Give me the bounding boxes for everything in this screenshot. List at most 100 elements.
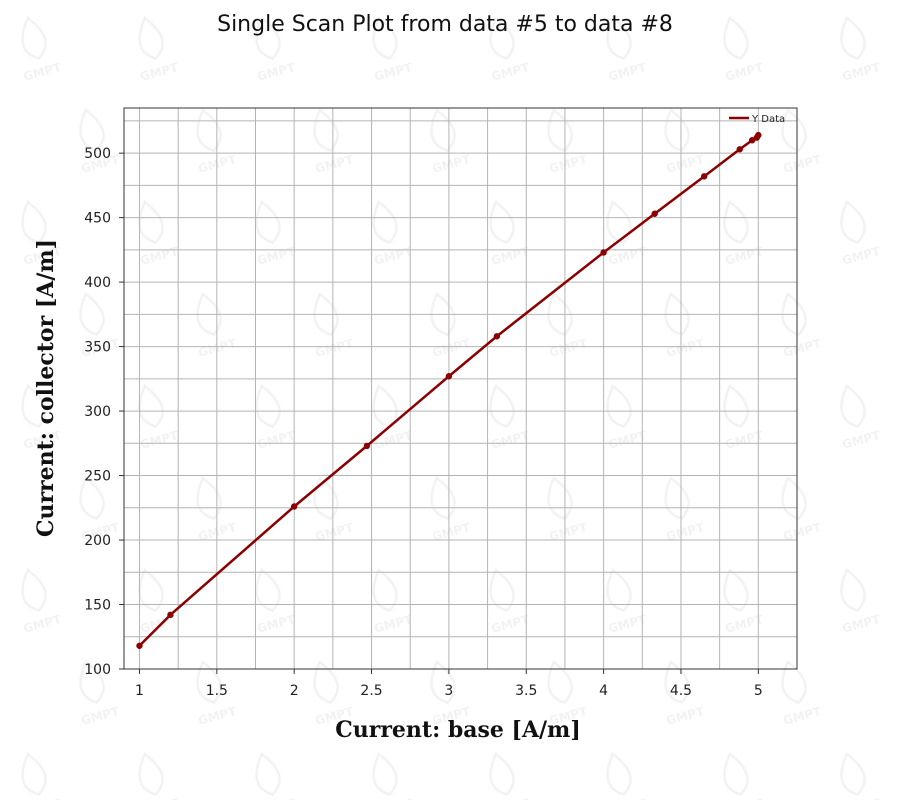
watermark: GMPT [664, 107, 707, 176]
watermark-text: GMPT [139, 796, 181, 800]
watermark: GMPT [430, 291, 473, 360]
watermark: GMPT [372, 567, 415, 636]
watermark-logo [313, 291, 339, 336]
watermark-text: GMPT [607, 796, 649, 800]
watermark-logo [21, 383, 47, 428]
watermark-logo [840, 15, 866, 60]
watermark-text: GMPT [314, 336, 356, 360]
watermark-text: GMPT [490, 796, 532, 800]
watermark-logo [313, 107, 339, 152]
watermark: GMPT [21, 751, 64, 800]
watermark-text: GMPT [197, 336, 239, 360]
watermark: GMPT [840, 199, 883, 268]
watermark: GMPT [430, 107, 473, 176]
watermark-logo [781, 107, 807, 152]
x-tick-label: 4.5 [670, 683, 692, 699]
watermark-text: GMPT [724, 244, 766, 268]
watermark-logo [664, 659, 690, 704]
watermark-logo [606, 751, 632, 796]
watermark-logo [840, 199, 866, 244]
watermark-text: GMPT [724, 796, 766, 800]
watermark-logo [606, 199, 632, 244]
watermark: GMPT [723, 15, 766, 84]
watermark-text: GMPT [665, 152, 707, 176]
watermark-logo [138, 199, 164, 244]
watermark: GMPT [255, 751, 298, 800]
watermark-logo [430, 475, 456, 520]
y-tick-label: 350 [84, 340, 111, 356]
watermark-logo [79, 659, 105, 704]
x-tick-label: 4 [599, 683, 608, 699]
watermark: GMPT [313, 291, 356, 360]
watermark-logo [21, 15, 47, 60]
y-tick-label: 300 [84, 404, 111, 420]
watermark-logo [723, 15, 749, 60]
watermark: GMPT [255, 199, 298, 268]
watermark-logo [781, 659, 807, 704]
watermark-logo [196, 107, 222, 152]
watermark-text: GMPT [665, 704, 707, 728]
watermark-logo [606, 15, 632, 60]
watermark-logo [21, 751, 47, 796]
watermark-logo [255, 15, 281, 60]
data-point [651, 210, 658, 217]
watermark-logo [255, 383, 281, 428]
watermark: GMPT [255, 567, 298, 636]
watermark-logo [781, 475, 807, 520]
watermark-logo [664, 475, 690, 520]
watermark-text: GMPT [490, 428, 532, 452]
data-point [167, 611, 174, 619]
watermark: GMPT [840, 15, 883, 84]
watermark-text: GMPT [841, 796, 883, 800]
watermark-logo [196, 475, 222, 520]
series-layer [136, 131, 762, 649]
x-axis-label: Current: base [A/m] [335, 717, 581, 743]
watermark: GMPT [489, 383, 532, 452]
watermark-text: GMPT [490, 612, 532, 636]
watermark: GMPT [79, 107, 122, 176]
grid [124, 108, 797, 669]
watermark: GMPT [196, 107, 239, 176]
watermark-text: GMPT [256, 612, 298, 636]
data-point [755, 131, 762, 139]
data-point [600, 249, 607, 256]
watermark-logo [723, 751, 749, 796]
y-tick-label: 150 [84, 598, 111, 614]
watermark: GMPT [138, 383, 181, 452]
watermark-logo [138, 567, 164, 612]
y-axis-label: Current: collector [A/m] [33, 239, 59, 537]
watermark-text: GMPT [373, 244, 415, 268]
watermark-text: GMPT [841, 244, 883, 268]
watermark: GMPT [138, 15, 181, 84]
watermark-logo [723, 199, 749, 244]
watermark-logo [840, 383, 866, 428]
watermark-logo [79, 475, 105, 520]
watermark-logo [138, 383, 164, 428]
legend: Y Data [729, 114, 785, 125]
watermark-text: GMPT [548, 152, 590, 176]
watermark-text: GMPT [490, 244, 532, 268]
watermark-text: GMPT [431, 336, 473, 360]
watermark-logo [723, 567, 749, 612]
watermark: GMPT [840, 567, 883, 636]
watermark-logo [430, 107, 456, 152]
watermark-logo [489, 567, 515, 612]
watermark-logo [372, 567, 398, 612]
watermark-text: GMPT [373, 60, 415, 84]
watermark-logo [489, 15, 515, 60]
watermark: GMPT [255, 383, 298, 452]
watermark-text: GMPT [139, 244, 181, 268]
watermark: GMPT [138, 199, 181, 268]
watermark: GMPT [372, 751, 415, 800]
watermark-text: GMPT [841, 428, 883, 452]
watermark-logo [781, 291, 807, 336]
watermark: GMPT [313, 107, 356, 176]
watermark-text: GMPT [724, 428, 766, 452]
x-tick-label: 1 [135, 683, 144, 699]
watermark-text: GMPT [665, 336, 707, 360]
watermark-text: GMPT [841, 60, 883, 84]
watermark-logo [196, 291, 222, 336]
data-point [493, 333, 501, 340]
data-point [136, 642, 143, 649]
